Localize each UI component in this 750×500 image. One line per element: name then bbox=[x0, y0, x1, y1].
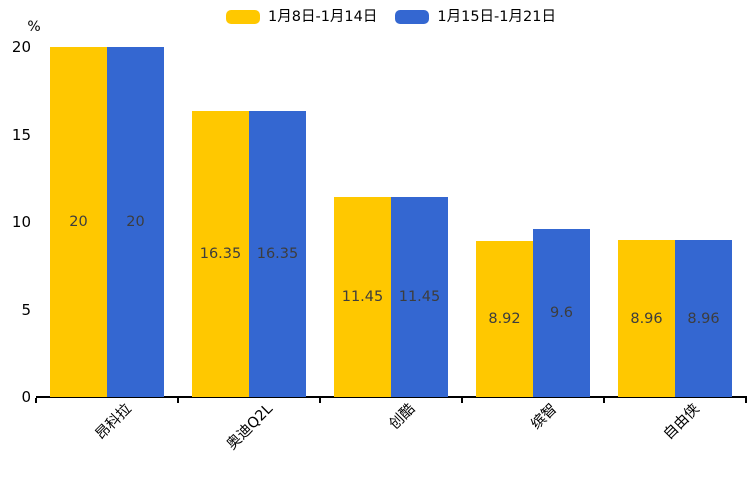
y-axis-unit-label: % bbox=[27, 19, 41, 35]
y-tick-label: 5 bbox=[21, 300, 31, 319]
x-tick-mark bbox=[603, 398, 605, 403]
category-label: 创酷 bbox=[386, 401, 419, 433]
bar-week2: 8.96 bbox=[675, 240, 732, 397]
x-tick-mark bbox=[461, 398, 463, 403]
legend-label-week2: 1月15日-1月21日 bbox=[437, 9, 556, 25]
y-tick-label: 15 bbox=[11, 125, 31, 144]
bar-week1: 20 bbox=[50, 47, 107, 397]
bar-value-label: 8.96 bbox=[630, 310, 663, 327]
bar-value-label: 8.96 bbox=[687, 310, 720, 327]
legend-item-week1: 1月8日-1月14日 bbox=[226, 8, 377, 26]
x-tick-mark bbox=[319, 398, 321, 403]
bar-week1: 8.96 bbox=[618, 240, 675, 397]
bar-value-label: 11.45 bbox=[341, 288, 384, 305]
x-tick-mark bbox=[35, 398, 37, 403]
legend: 1月8日-1月14日 1月15日-1月21日 bbox=[36, 8, 746, 26]
category-label: 自由侠 bbox=[660, 401, 703, 444]
bar-value-label: 9.6 bbox=[549, 305, 574, 321]
category-label: 缤智 bbox=[528, 401, 561, 433]
bar-value-label: 16.35 bbox=[256, 245, 299, 262]
legend-item-week2: 1月15日-1月21日 bbox=[395, 8, 556, 26]
bar-week2: 20 bbox=[107, 47, 164, 397]
bar-value-label: 20 bbox=[126, 214, 145, 230]
bar-week1: 11.45 bbox=[334, 196, 391, 397]
bar-value-label: 8.92 bbox=[488, 310, 521, 327]
legend-swatch-yellow-icon bbox=[226, 10, 261, 24]
legend-swatch-blue-icon bbox=[395, 10, 430, 24]
y-tick-label: 20 bbox=[11, 38, 31, 56]
bar-week2: 9.6 bbox=[533, 229, 590, 397]
legend-label-week1: 1月8日-1月14日 bbox=[268, 9, 378, 25]
bar-value-label: 11.45 bbox=[398, 288, 441, 305]
x-tick-mark bbox=[177, 398, 179, 403]
x-tick-mark bbox=[745, 398, 747, 403]
category-label: 昂科拉 bbox=[92, 401, 135, 444]
bar-week1: 8.92 bbox=[476, 240, 533, 397]
category-label: 奥迪Q2L bbox=[224, 401, 277, 454]
bar-week2: 11.45 bbox=[391, 196, 448, 397]
bar-value-label: 20 bbox=[69, 214, 88, 230]
bar-value-label: 16.35 bbox=[199, 245, 242, 262]
y-tick-label: 10 bbox=[11, 213, 31, 231]
bar-week1: 16.35 bbox=[192, 110, 249, 397]
x-axis-line bbox=[36, 396, 747, 398]
bar-week2: 16.35 bbox=[249, 110, 306, 397]
y-tick-label: 0 bbox=[21, 388, 31, 406]
